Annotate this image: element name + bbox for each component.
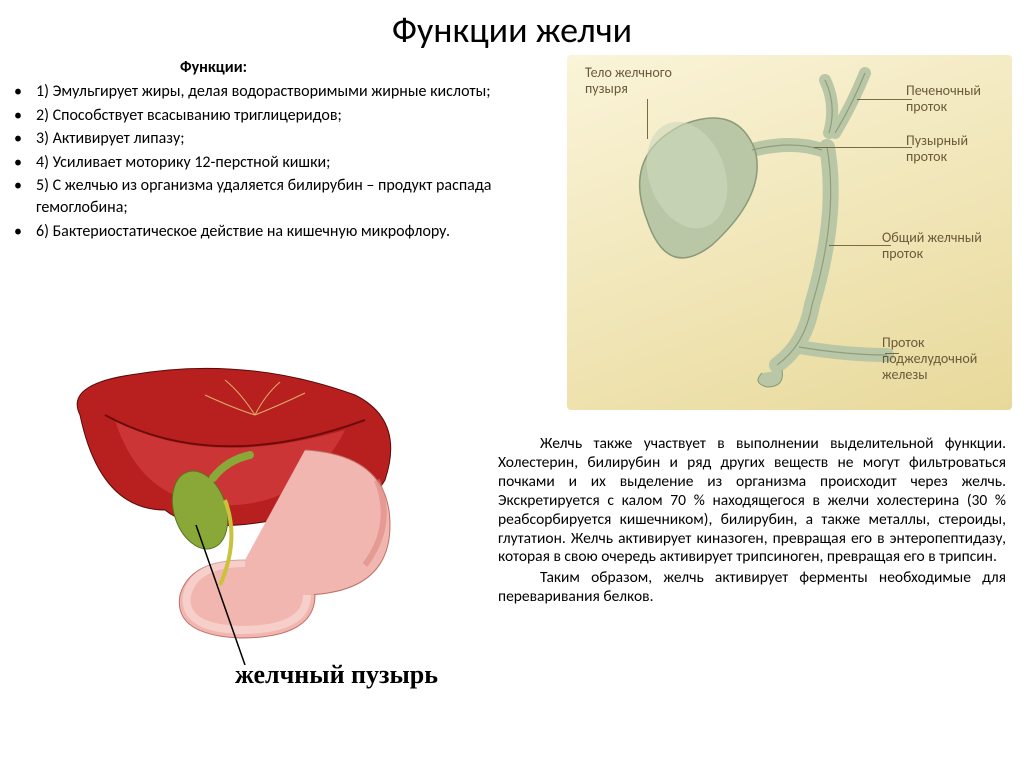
- list-item: 6) Бактериостатическое действие на кишеч…: [0, 221, 540, 243]
- list-item: 4) Усиливает моторику 12-перстной кишки;: [0, 152, 540, 174]
- label-common-bile-duct: Общий желчный проток: [882, 230, 1002, 262]
- gallbladder-ducts-diagram: Тело желчного пузыря Печеночный проток П…: [567, 55, 1012, 410]
- label-cystic-duct: Пузырный проток: [906, 133, 1002, 165]
- functions-list: 1) Эмульгирует жиры, делая водорастворим…: [0, 81, 540, 242]
- paragraph: Желчь также участвует в выполнении выдел…: [498, 435, 1006, 567]
- excretory-paragraphs: Желчь также участвует в выполнении выдел…: [498, 435, 1006, 609]
- label-pancreatic-duct: Проток поджелудочной железы: [882, 335, 1002, 383]
- list-item: 2) Способствует всасыванию триглицеридов…: [0, 105, 540, 127]
- list-item: 1) Эмульгирует жиры, делая водорастворим…: [0, 81, 540, 103]
- liver-diagram: желчный пузырь: [45, 360, 445, 720]
- liver-gallbladder-label: желчный пузырь: [235, 660, 438, 690]
- list-item: 3) Активирует липазу;: [0, 128, 540, 150]
- paragraph: Таким образом, желчь активирует ферменты…: [498, 569, 1006, 607]
- page-title: Функции желчи: [0, 0, 1024, 52]
- label-hepatic-duct: Печеночный проток: [906, 83, 1002, 115]
- list-item: 5) С желчью из организма удаляется билир…: [0, 175, 540, 218]
- label-gallbladder-body: Тело желчного пузыря: [585, 65, 705, 97]
